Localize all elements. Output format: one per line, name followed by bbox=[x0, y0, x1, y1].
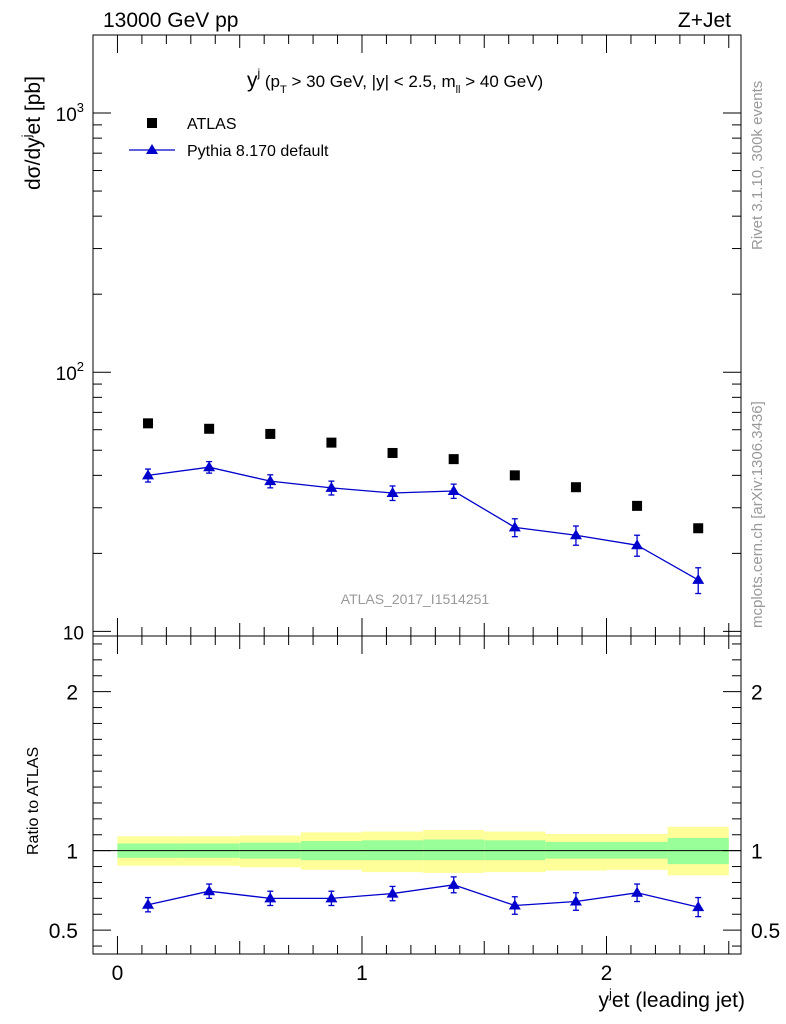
legend-atlas-marker bbox=[147, 118, 157, 128]
pythia-ratio-point bbox=[264, 892, 277, 903]
pythia-main-point bbox=[569, 529, 582, 540]
atlas-data-point bbox=[326, 437, 337, 448]
ratio-uncertainty-bands bbox=[93, 826, 741, 876]
atlas-data-point bbox=[204, 423, 215, 434]
x-tick-label: 0 bbox=[112, 962, 124, 985]
pythia-main-point bbox=[203, 461, 216, 472]
atlas-data-point bbox=[570, 482, 581, 493]
pythia-ratio-point bbox=[325, 892, 338, 903]
ratio-y-tick-label-right: 0.5 bbox=[751, 920, 780, 943]
x-axis-label: yjet (leading jet) bbox=[599, 986, 745, 1012]
main-series bbox=[142, 418, 705, 595]
pythia-ratio-line bbox=[147, 884, 699, 908]
analysis-id-label: ATLAS_2017_I1514251 bbox=[341, 591, 490, 607]
pythia-ratio-point bbox=[142, 898, 155, 909]
x-tick-label: 2 bbox=[601, 962, 613, 985]
atlas-data-point bbox=[143, 418, 154, 429]
pythia-main-point bbox=[325, 481, 338, 492]
ratio-y-tick-label-left: 2 bbox=[66, 682, 78, 705]
ratio-y-tick-label-left: 0.5 bbox=[49, 920, 78, 943]
pythia-main-point bbox=[142, 469, 155, 480]
main-plot-title: yj (pT > 30 GeV, |y| < 2.5, mll > 40 GeV… bbox=[247, 66, 543, 96]
pythia-main-point bbox=[508, 521, 521, 532]
ratio-y-axis-label: Ratio to ATLAS bbox=[25, 747, 42, 855]
legend-pythia-marker bbox=[146, 144, 158, 154]
legend-atlas-label: ATLAS bbox=[187, 116, 237, 133]
pythia-main-line bbox=[147, 466, 699, 581]
pythia-ratio-point bbox=[631, 886, 644, 897]
pythia-ratio-point bbox=[569, 895, 582, 906]
header-right-title: Z+Jet bbox=[678, 9, 731, 32]
pythia-ratio-point bbox=[386, 887, 399, 898]
ratio-y-tick-label-right: 1 bbox=[751, 841, 763, 864]
main-y-tick-label: 102 bbox=[56, 359, 84, 385]
main-y-axis-label: dσ/dyjet [pb] bbox=[19, 76, 45, 190]
pythia-ratio-point bbox=[203, 885, 216, 896]
ratio-stat-uncertainty-bin bbox=[423, 839, 485, 861]
legend: ATLAS Pythia 8.170 default bbox=[129, 116, 329, 160]
atlas-data-point bbox=[387, 447, 398, 458]
pythia-main-point bbox=[264, 475, 277, 486]
atlas-data-point bbox=[265, 428, 276, 439]
main-y-tick-label: 103 bbox=[56, 100, 84, 126]
x-tick-label: 1 bbox=[356, 962, 368, 985]
atlas-data-point bbox=[632, 500, 643, 511]
atlas-data-point bbox=[509, 470, 520, 481]
ratio-panel-frame bbox=[92, 635, 742, 955]
main-y-tick-label: 10 bbox=[63, 623, 84, 644]
legend-pythia-label: Pythia 8.170 default bbox=[187, 143, 329, 160]
ratio-series bbox=[142, 876, 705, 918]
axes: 10 102 103 0.5 0.5 1 1 2 2 0 1 2 bbox=[49, 34, 780, 985]
header-left-title: 13000 GeV pp bbox=[103, 9, 238, 32]
pythia-main-point bbox=[631, 539, 644, 550]
rivet-version-label: Rivet 3.1.10, 300k events bbox=[749, 81, 766, 250]
ratio-y-tick-label-right: 2 bbox=[751, 682, 763, 705]
atlas-data-point bbox=[693, 523, 704, 534]
pythia-main-point bbox=[692, 573, 705, 584]
pythia-main-point bbox=[447, 485, 460, 496]
pythia-ratio-point bbox=[508, 899, 521, 910]
ratio-y-tick-label-left: 1 bbox=[66, 841, 78, 864]
pythia-main-point bbox=[386, 486, 399, 497]
pythia-ratio-point bbox=[692, 901, 705, 912]
mcplots-label: mcplots.cern.ch [arXiv:1306.3436] bbox=[749, 401, 766, 628]
pythia-ratio-point bbox=[447, 878, 460, 889]
atlas-data-point bbox=[448, 454, 459, 465]
